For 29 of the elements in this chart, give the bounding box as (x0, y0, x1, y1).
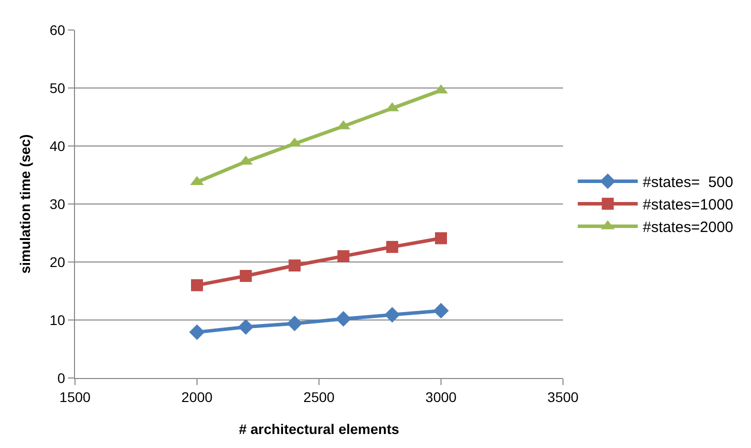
y-tick-label: 30 (50, 196, 66, 212)
point (286, 316, 302, 332)
point (435, 232, 447, 244)
y-tick-label: 40 (50, 138, 66, 154)
point (386, 240, 398, 253)
point (288, 259, 301, 272)
point (336, 311, 352, 327)
x-tick-label: 3000 (425, 388, 457, 405)
y-tick-label: 50 (50, 80, 66, 96)
point (238, 319, 254, 335)
y-tick-label: 10 (50, 312, 66, 328)
y-tick-label: 0 (57, 370, 66, 386)
x-axis-title: # architectural elements (238, 421, 400, 438)
legend-label: #states=2000 (642, 219, 734, 236)
legend-label: #states= 500 (642, 174, 734, 192)
point (189, 324, 205, 340)
y-axis-title: simulation time (sec) (17, 134, 34, 274)
y-tick-label: 20 (50, 254, 66, 270)
point (384, 306, 400, 323)
y-tick-label: 60 (50, 22, 66, 38)
x-tick-label: 1500 (59, 388, 91, 405)
x-tick-label: 3500 (547, 388, 579, 405)
legend-label: #states=1000 (642, 196, 734, 214)
x-tick-label: 2000 (181, 388, 213, 405)
x-tick-label: 2500 (303, 388, 335, 405)
point (191, 279, 203, 292)
point (337, 250, 350, 262)
point (433, 302, 449, 319)
point (240, 270, 252, 282)
